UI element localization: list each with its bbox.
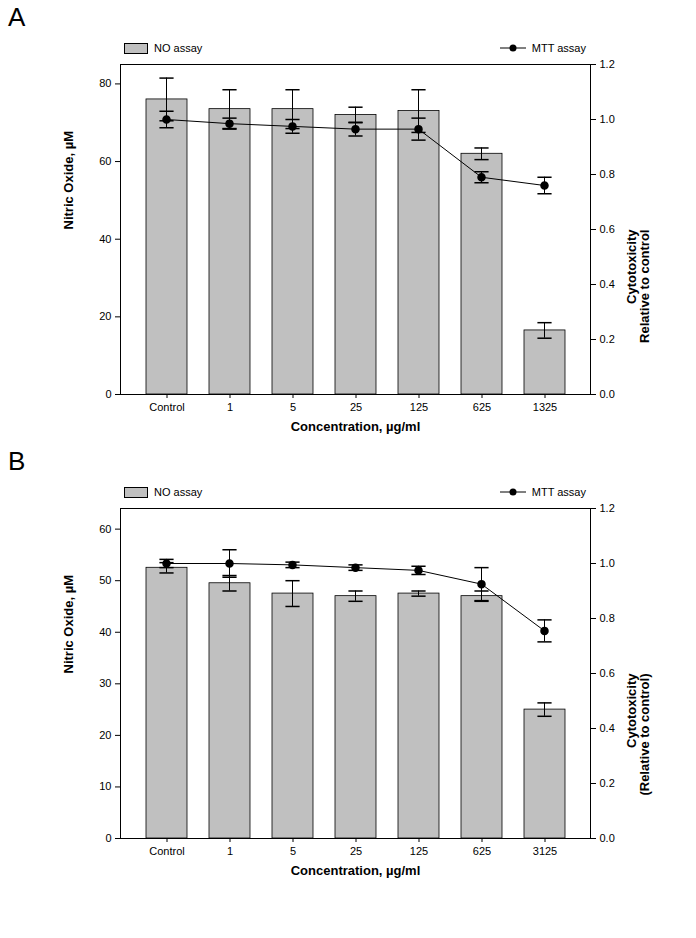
html-text:MTT assay: MTT assay xyxy=(531,42,586,54)
svg-text:30: 30 xyxy=(99,677,111,689)
svg-text:0.4: 0.4 xyxy=(600,278,615,290)
svg-text:1.2: 1.2 xyxy=(600,58,615,70)
svg-text:625: 625 xyxy=(473,401,491,413)
svg-text:0.6: 0.6 xyxy=(600,667,615,679)
html-text:A: A xyxy=(8,2,26,32)
svg-text:125: 125 xyxy=(410,401,428,413)
svg-text:0.0: 0.0 xyxy=(600,388,615,400)
svg-text:60: 60 xyxy=(99,523,111,535)
svg-text:25: 25 xyxy=(350,845,362,857)
svg-text:20: 20 xyxy=(99,310,111,322)
svg-text:40: 40 xyxy=(99,233,111,245)
svg-text:0.2: 0.2 xyxy=(600,777,615,789)
svg-text:0.4: 0.4 xyxy=(600,722,615,734)
html-text:NO assay: NO assay xyxy=(154,42,203,54)
svg-text:3125: 3125 xyxy=(533,845,557,857)
svg-text:Control: Control xyxy=(149,401,184,413)
svg-text:1: 1 xyxy=(227,845,233,857)
svg-text:1325: 1325 xyxy=(533,401,557,413)
svg-text:40: 40 xyxy=(99,626,111,638)
svg-text:125: 125 xyxy=(410,845,428,857)
svg-text:0.2: 0.2 xyxy=(600,333,615,345)
html-text:B: B xyxy=(8,446,26,476)
svg-text:Cytotoxicity(Relative to contr: Cytotoxicity(Relative to control) xyxy=(624,673,652,796)
svg-text:60: 60 xyxy=(99,155,111,167)
svg-text:0.0: 0.0 xyxy=(600,832,615,844)
html-text:MTT assay: MTT assay xyxy=(531,486,586,498)
svg-text:5: 5 xyxy=(290,401,296,413)
svg-text:25: 25 xyxy=(350,401,362,413)
svg-text:0.6: 0.6 xyxy=(600,223,615,235)
svg-text:1.0: 1.0 xyxy=(600,113,615,125)
svg-text:1.2: 1.2 xyxy=(600,502,615,514)
svg-text:50: 50 xyxy=(99,574,111,586)
svg-text:Nitric Oxide, µM: Nitric Oxide, µM xyxy=(61,575,76,674)
svg-text:0: 0 xyxy=(105,388,111,400)
html-text:NO assay: NO assay xyxy=(154,486,203,498)
svg-text:CytotoxicityRelative to contro: CytotoxicityRelative to control xyxy=(624,229,652,343)
svg-text:1: 1 xyxy=(227,401,233,413)
svg-text:Control: Control xyxy=(149,845,184,857)
svg-text:10: 10 xyxy=(99,780,111,792)
svg-text:Concentration, µg/ml: Concentration, µg/ml xyxy=(291,419,421,434)
svg-text:Nitric Oxide, µM: Nitric Oxide, µM xyxy=(61,131,76,230)
svg-text:1.0: 1.0 xyxy=(600,557,615,569)
svg-text:20: 20 xyxy=(99,729,111,741)
svg-text:Concentration, µg/ml: Concentration, µg/ml xyxy=(291,863,421,878)
svg-text:0.8: 0.8 xyxy=(600,168,615,180)
svg-text:625: 625 xyxy=(473,845,491,857)
svg-text:80: 80 xyxy=(99,77,111,89)
svg-text:0: 0 xyxy=(105,832,111,844)
svg-text:0.8: 0.8 xyxy=(600,612,615,624)
svg-text:5: 5 xyxy=(290,845,296,857)
